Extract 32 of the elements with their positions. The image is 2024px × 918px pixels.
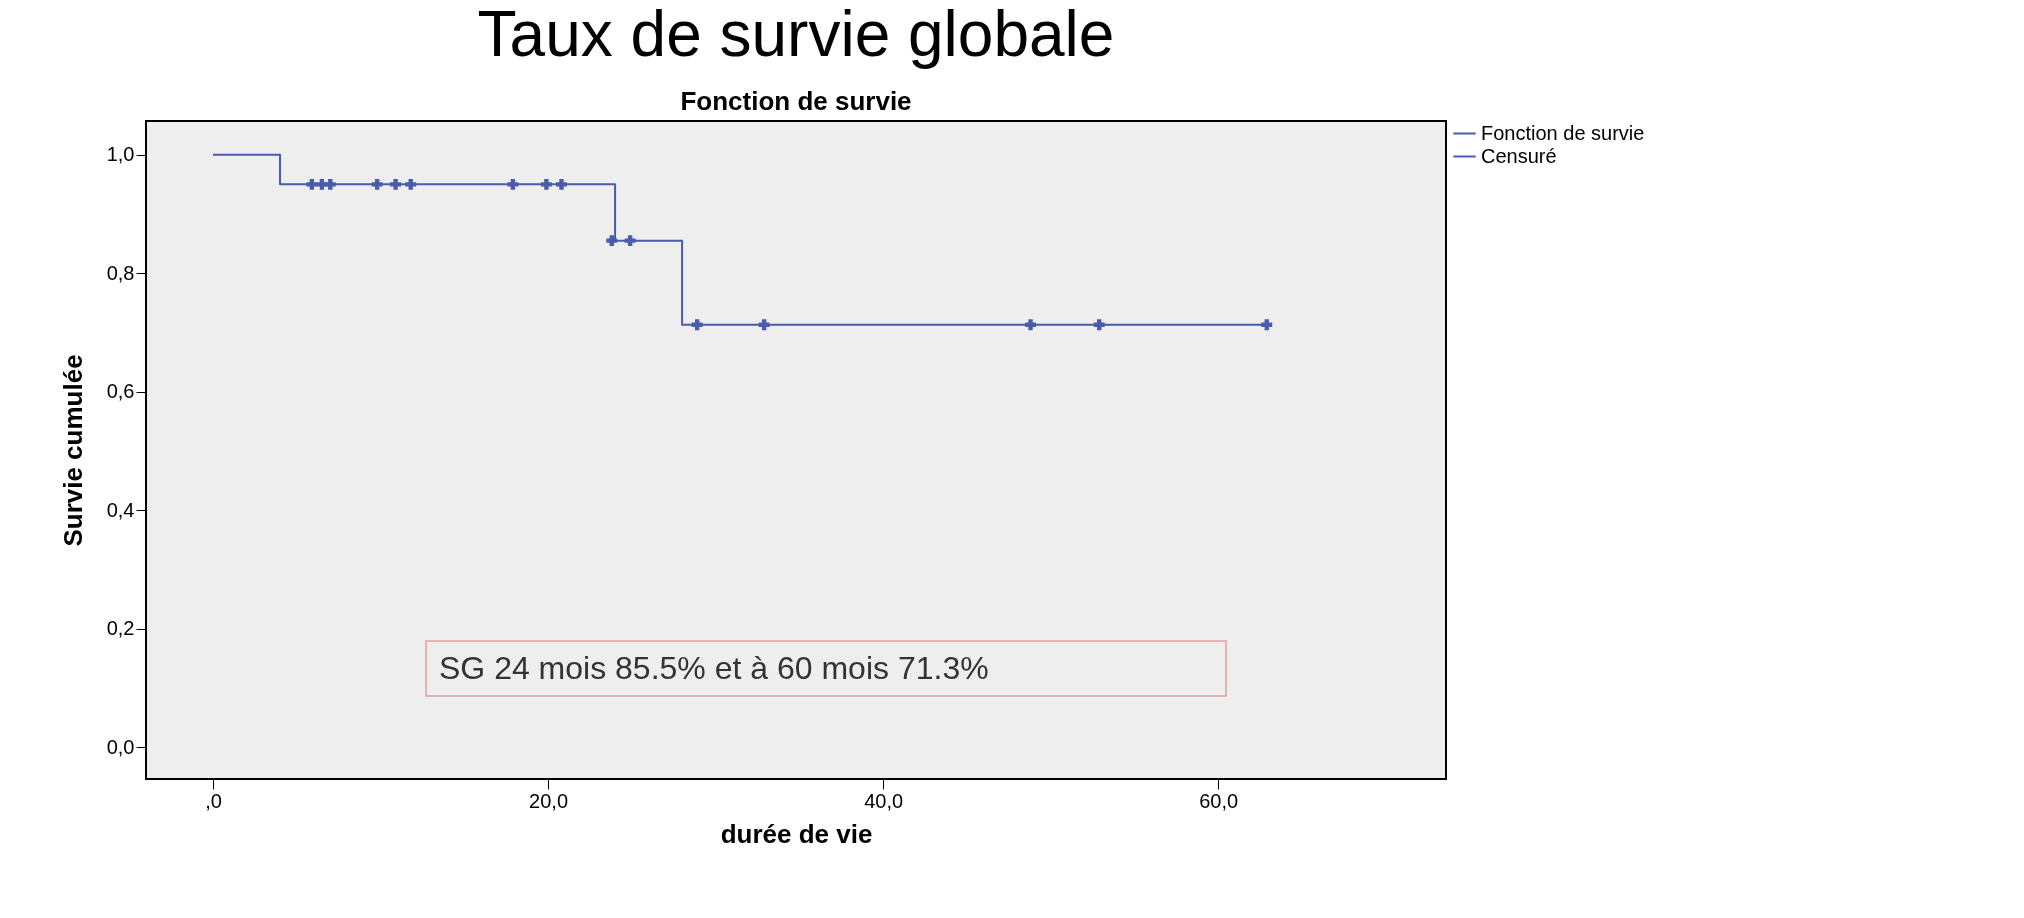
point: [1093, 319, 1105, 331]
point: [540, 178, 552, 190]
chart-title: Taux de survie globale: [477, 0, 1115, 70]
chart-subtitle: Fonction de survie: [680, 86, 912, 116]
y-tick-label: 0,6: [106, 380, 135, 403]
point: [1261, 319, 1273, 331]
point: [555, 178, 567, 190]
x-tick-label: ,0: [205, 789, 222, 812]
y-tick-label: 1,0: [106, 143, 135, 166]
point: [405, 178, 417, 190]
point: [507, 178, 519, 190]
y-tick-label: 0,8: [106, 261, 135, 284]
y-axis-title: Survie cumulée: [57, 354, 88, 547]
point: [691, 319, 703, 331]
annotation: SG 24 mois 85.5% et à 60 mois 71.3%: [439, 650, 989, 686]
y-tick-label: 0,0: [106, 735, 135, 758]
y-tick-label: 0,2: [106, 617, 135, 640]
y-tick-label: 0,4: [106, 498, 135, 521]
point: [371, 178, 383, 190]
point: [390, 178, 402, 190]
point: [306, 178, 318, 190]
point: [324, 178, 336, 190]
x-tick-label: 40,0: [864, 789, 904, 812]
legend-label: Fonction de survie: [1481, 121, 1645, 144]
point: [1025, 319, 1037, 331]
x-tick-label: 60,0: [1199, 789, 1239, 812]
x-tick-label: 20,0: [529, 789, 569, 812]
legend-label: Censuré: [1481, 144, 1557, 167]
point: [624, 235, 636, 247]
point: [758, 319, 770, 331]
x-axis-title: durée de vie: [720, 818, 873, 849]
point: [606, 235, 618, 247]
